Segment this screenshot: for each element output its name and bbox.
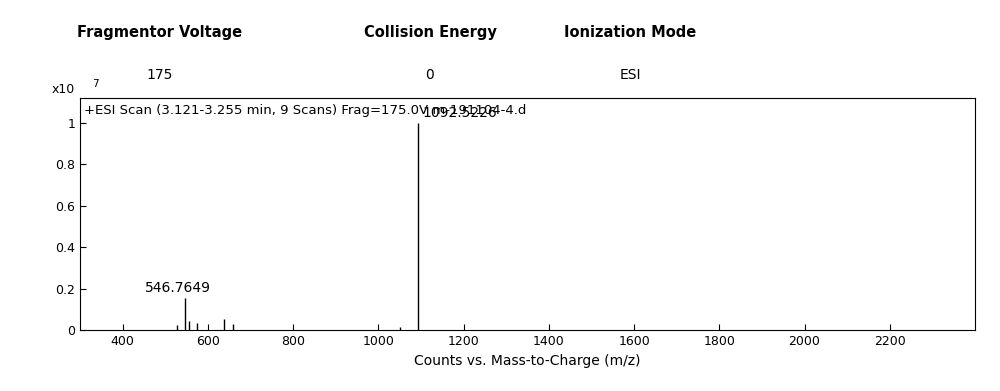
Text: 1092.5226: 1092.5226 [422, 106, 497, 120]
Text: Fragmentor Voltage: Fragmentor Voltage [77, 25, 243, 40]
Text: Collision Energy: Collision Energy [364, 25, 496, 40]
Text: +ESI Scan (3.121-3.255 min, 9 Scans) Frag=175.0V m-191104-4.d: +ESI Scan (3.121-3.255 min, 9 Scans) Fra… [84, 104, 527, 117]
Text: x10: x10 [52, 83, 75, 96]
Text: Ionization Mode: Ionization Mode [564, 25, 696, 40]
Text: 175: 175 [147, 68, 173, 83]
Text: 546.7649: 546.7649 [144, 281, 210, 295]
Text: 7: 7 [92, 79, 99, 89]
X-axis label: Counts vs. Mass-to-Charge (m/z): Counts vs. Mass-to-Charge (m/z) [414, 354, 641, 368]
Text: 0: 0 [426, 68, 434, 83]
Text: ESI: ESI [619, 68, 641, 83]
